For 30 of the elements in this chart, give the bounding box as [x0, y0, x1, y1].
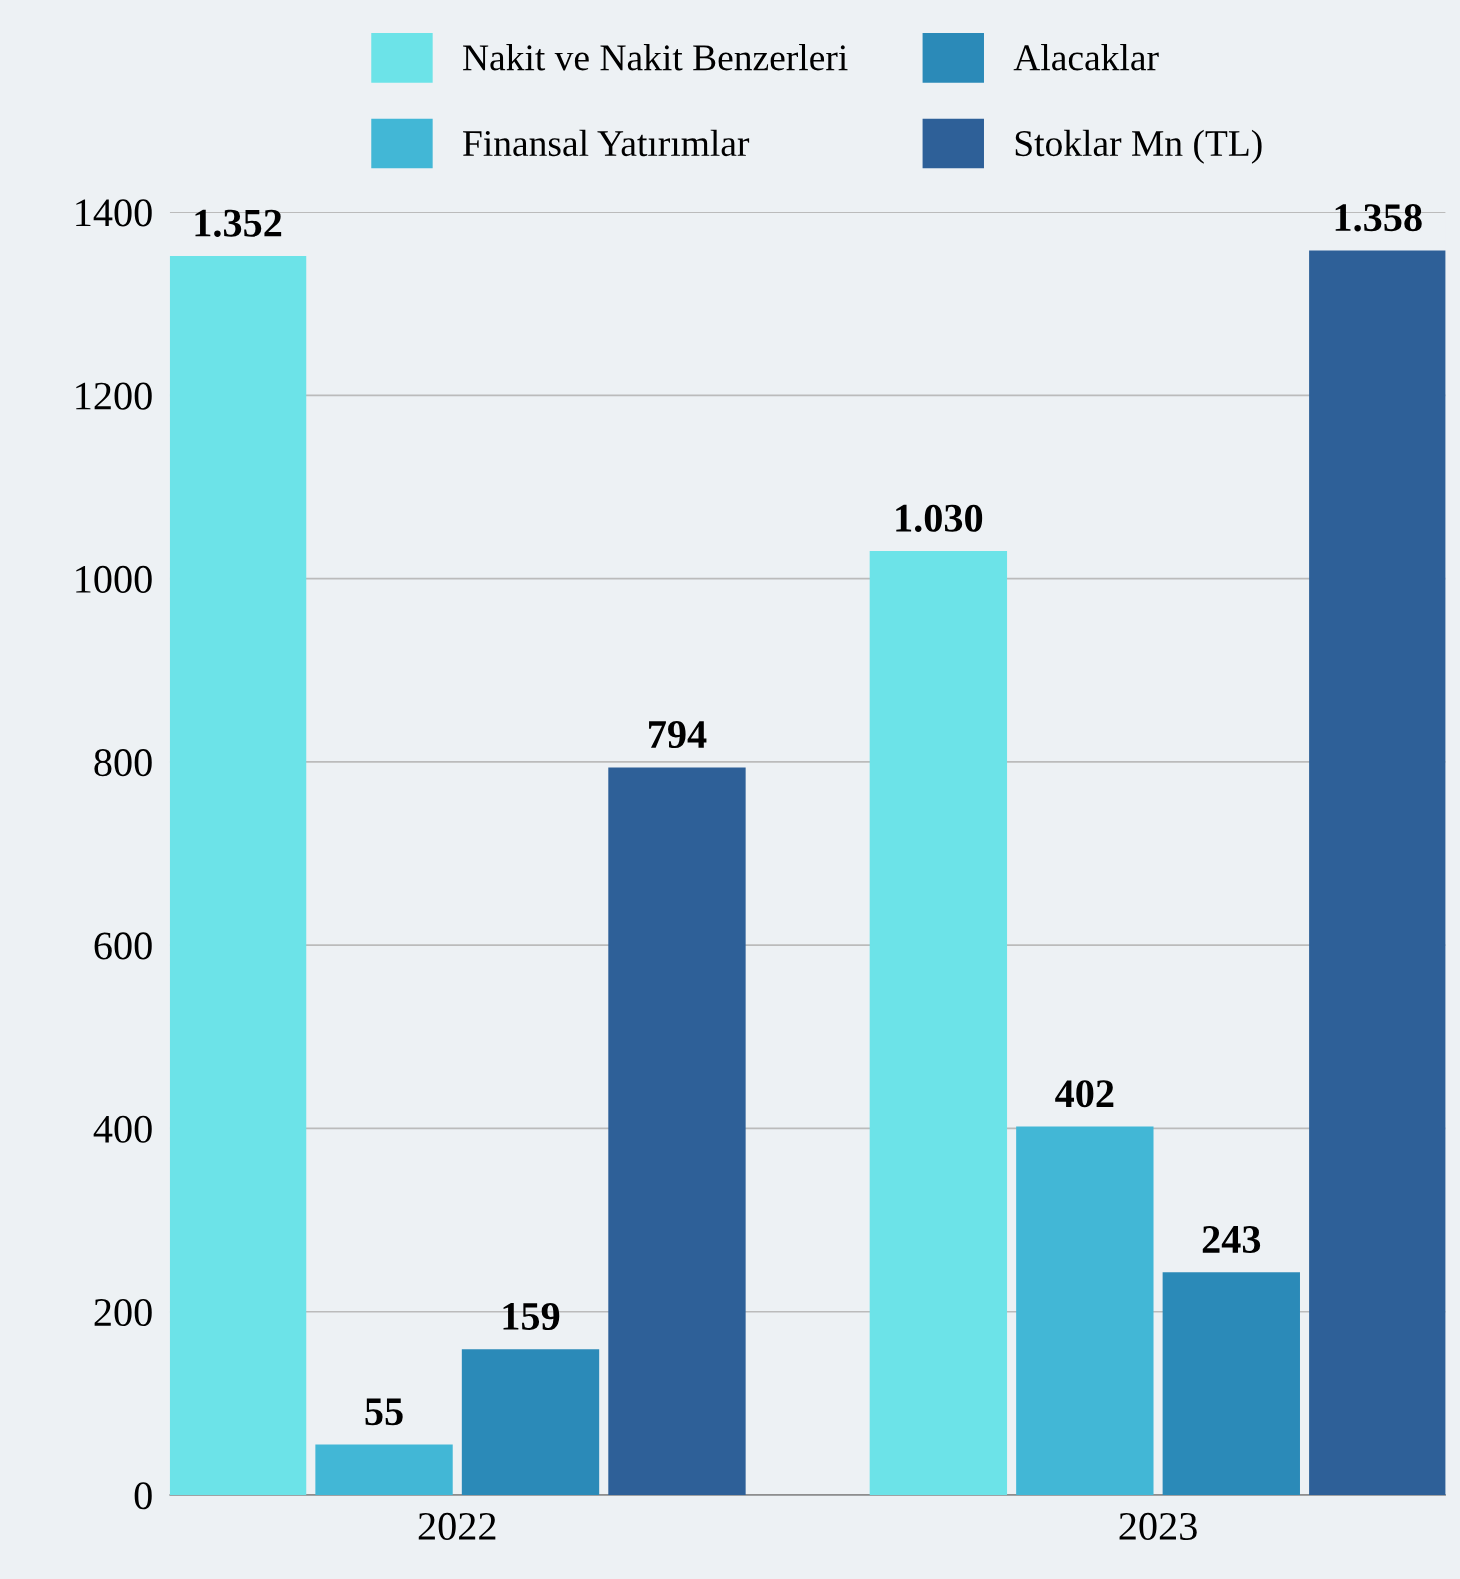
- bar: [869, 551, 1008, 1495]
- y-tick-label: 600: [94, 932, 152, 960]
- x-tick-label: 2022: [418, 1512, 496, 1541]
- bar: [1162, 1272, 1300, 1495]
- y-tick-label: 200: [94, 1298, 152, 1327]
- bar: [169, 256, 307, 1495]
- bar: [461, 1349, 600, 1495]
- bar: [1309, 250, 1446, 1495]
- y-tick-label: 1200: [76, 382, 152, 410]
- data-label: 794: [649, 721, 707, 749]
- legend-label: Nakit ve Nakit Benzerleri: [463, 44, 848, 71]
- bar: [608, 767, 746, 1495]
- legend-label: Alacaklar: [1013, 44, 1159, 71]
- y-tick-label: 400: [93, 1115, 152, 1143]
- data-label: 1.030: [896, 504, 983, 533]
- legend-label: Stoklar Mn (TL): [1015, 129, 1262, 164]
- data-label: 55: [365, 1398, 403, 1426]
- y-tick-label: 800: [94, 749, 152, 777]
- bar: [1016, 1126, 1154, 1495]
- x-tick-label: 2023: [1119, 1512, 1197, 1541]
- data-label: 402: [1055, 1080, 1114, 1108]
- bar: [315, 1444, 453, 1495]
- y-tick-label: 1400: [76, 199, 152, 227]
- data-label: 1.352: [195, 209, 282, 237]
- legend-label: Finansal Yatırımlar: [463, 129, 750, 157]
- y-tick-label: 0: [134, 1482, 152, 1510]
- data-label: 243: [1202, 1225, 1261, 1254]
- y-tick-label: 1000: [76, 565, 152, 593]
- data-label: 1.358: [1335, 204, 1422, 232]
- data-label: 159: [503, 1302, 560, 1330]
